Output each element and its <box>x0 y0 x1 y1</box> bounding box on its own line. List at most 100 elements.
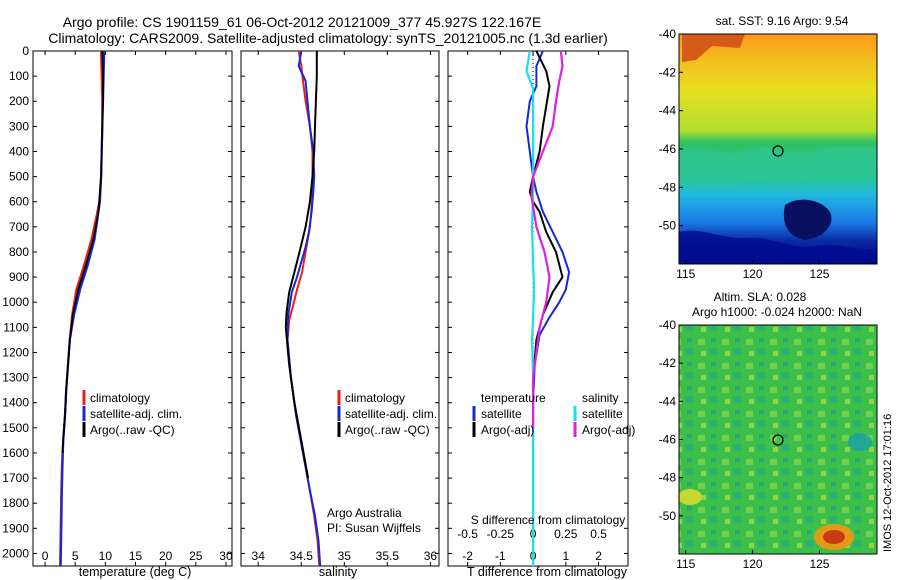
map-lat-label: -50 <box>659 219 677 233</box>
series-line-salinity-argo-adj- <box>530 51 564 428</box>
map-lon-label: 125 <box>809 267 829 281</box>
imos-timestamp: IMOS 12-Oct-2012 17:01:16 <box>882 414 894 552</box>
map-lat-label: -42 <box>659 356 677 370</box>
map-lat-label: -40 <box>659 318 677 332</box>
s-difference-tick-label: 0.25 <box>554 527 578 541</box>
figure-subtitle: Climatology: CARS2009. Satellite-adjuste… <box>48 30 608 46</box>
map-lon-label: 120 <box>743 267 763 281</box>
depth-tick-label: 700 <box>9 220 29 234</box>
salinity-tick-label: 35 <box>338 549 352 563</box>
t-difference-tick-label: -2 <box>462 549 473 563</box>
salinity-tick-label: 34 <box>252 549 266 563</box>
map-lat-label: -48 <box>659 471 677 485</box>
depth-tick-label: 600 <box>9 195 29 209</box>
sla-high-core <box>823 530 845 544</box>
figure-title: Argo profile: CS 1901159_61 06-Oct-2012 … <box>63 14 541 30</box>
sla-map: Altim. SLA: 0.028 Argo h1000: -0.024 h20… <box>659 290 894 571</box>
map-lon-label: 115 <box>676 557 695 571</box>
map-lat-label: -48 <box>659 180 677 194</box>
sla-float-position-marker <box>772 434 784 446</box>
s-difference-tick-label: 0.5 <box>590 527 607 541</box>
map-lat-label: -46 <box>659 142 677 156</box>
sla-map-title-1: Altim. SLA: 0.028 <box>714 290 807 304</box>
map-lat-label: -46 <box>659 433 677 447</box>
t-difference-tick-label: -1 <box>495 549 506 563</box>
temperature-legend-satellite: satellite-adj. clim. <box>90 407 182 421</box>
t-difference-tick-label: 2 <box>595 549 602 563</box>
series-line-temperature-argo-adj- <box>528 51 564 378</box>
credit-institution: Argo Australia <box>327 506 402 520</box>
depth-tick-label: 1500 <box>2 421 29 435</box>
salinity-tick-label: 35.5 <box>376 549 400 563</box>
temperature-tick-label: 5 <box>72 549 79 563</box>
sst-front <box>679 146 877 188</box>
sst-cold-eddy <box>783 199 832 240</box>
depth-tick-label: 1600 <box>2 446 29 460</box>
depth-tick-label: 200 <box>9 94 29 108</box>
depth-tick-label: 1400 <box>2 396 29 410</box>
depth-tick-label: 300 <box>9 119 29 133</box>
depth-tick-label: 800 <box>9 245 29 259</box>
map-lat-label: -44 <box>659 394 677 408</box>
sst-map-title: sat. SST: 9.16 Argo: 9.54 <box>716 14 849 28</box>
depth-tick-label: 100 <box>9 69 29 83</box>
legend-s-satellite: satellite <box>582 407 623 421</box>
sst-map: sat. SST: 9.16 Argo: 9.54 115 120 125 -40 -4… <box>659 14 878 281</box>
salinity-tick-label: 34.5 <box>290 549 314 563</box>
credit-pi: PI: Susan Wijffels <box>327 521 421 535</box>
temperature-tick-label: 0 <box>42 549 49 563</box>
series-line-argo-raw-qc- <box>61 51 104 454</box>
depth-tick-label: 1300 <box>2 371 29 385</box>
temperature-xlabel: temperature (deg C) <box>79 565 192 579</box>
depth-tick-label: 1200 <box>2 345 29 359</box>
depth-tick-label: 900 <box>9 270 29 284</box>
temperature-tick-label: 10 <box>99 549 113 563</box>
legend-t-argo: Argo(-adj) <box>481 423 534 437</box>
sst-float-position-marker <box>772 145 784 157</box>
legend-s-argo: Argo(-adj) <box>582 423 635 437</box>
temperature-tick-label: 30 <box>219 549 233 563</box>
salinity-xlabel: salinity <box>319 565 358 579</box>
temperature-tick-label: 15 <box>129 549 143 563</box>
legend-salinity-title: salinity <box>582 391 619 405</box>
depth-tick-label: 1000 <box>2 295 29 309</box>
map-lon-label: 125 <box>809 557 829 571</box>
sla-low-anomaly <box>848 433 872 451</box>
depth-tick-label: 1800 <box>2 496 29 510</box>
salinity-legend-satellite: satellite-adj. clim. <box>345 407 437 421</box>
map-lat-label: -42 <box>659 65 677 79</box>
depth-tick-label: 1100 <box>3 320 29 334</box>
map-lon-label: 115 <box>676 267 695 281</box>
s-difference-label: S difference from climatology <box>471 513 626 527</box>
t-difference-tick-label: 1 <box>562 549 569 563</box>
map-lon-label: 120 <box>743 557 763 571</box>
map-lat-label: -50 <box>659 509 677 523</box>
depth-tick-label: 1900 <box>2 521 29 535</box>
salinity-legend: climatology satellite-adj. clim. Argo(..… <box>337 390 437 437</box>
s-difference-tick-label: -0.25 <box>487 527 515 541</box>
t-difference-xlabel: T difference from climatology <box>467 565 628 579</box>
depth-tick-label: 2000 <box>2 546 29 560</box>
series-line-satellite-adj-clim- <box>59 51 106 566</box>
temperature-legend-climatology: climatology <box>90 391 150 405</box>
depth-tick-label: 0 <box>22 44 29 58</box>
salinity-legend-argo: Argo(..raw -QC) <box>345 423 430 437</box>
temperature-tick-label: 20 <box>159 549 173 563</box>
sla-field <box>679 325 877 554</box>
difference-legend: temperature salinity satellite Argo(-adj… <box>472 391 635 437</box>
temperature-tick-label: 25 <box>189 549 203 563</box>
legend-t-satellite: satellite <box>481 407 522 421</box>
sst-warm-patch <box>682 34 745 62</box>
depth-tick-label: 500 <box>9 170 29 184</box>
series-line-argo-raw-qc- <box>284 51 318 479</box>
depth-tick-label: 1700 <box>2 471 29 485</box>
s-difference-tick-label: -0.5 <box>457 527 478 541</box>
sla-map-title-2: Argo h1000: -0.024 h2000: NaN <box>692 305 862 319</box>
map-lat-label: -44 <box>659 104 677 118</box>
sla-yellow-patch <box>678 489 702 505</box>
series-line-climatology <box>59 51 104 566</box>
temperature-legend-argo: Argo(..raw -QC) <box>90 423 175 437</box>
sst-southern-band <box>679 230 877 264</box>
